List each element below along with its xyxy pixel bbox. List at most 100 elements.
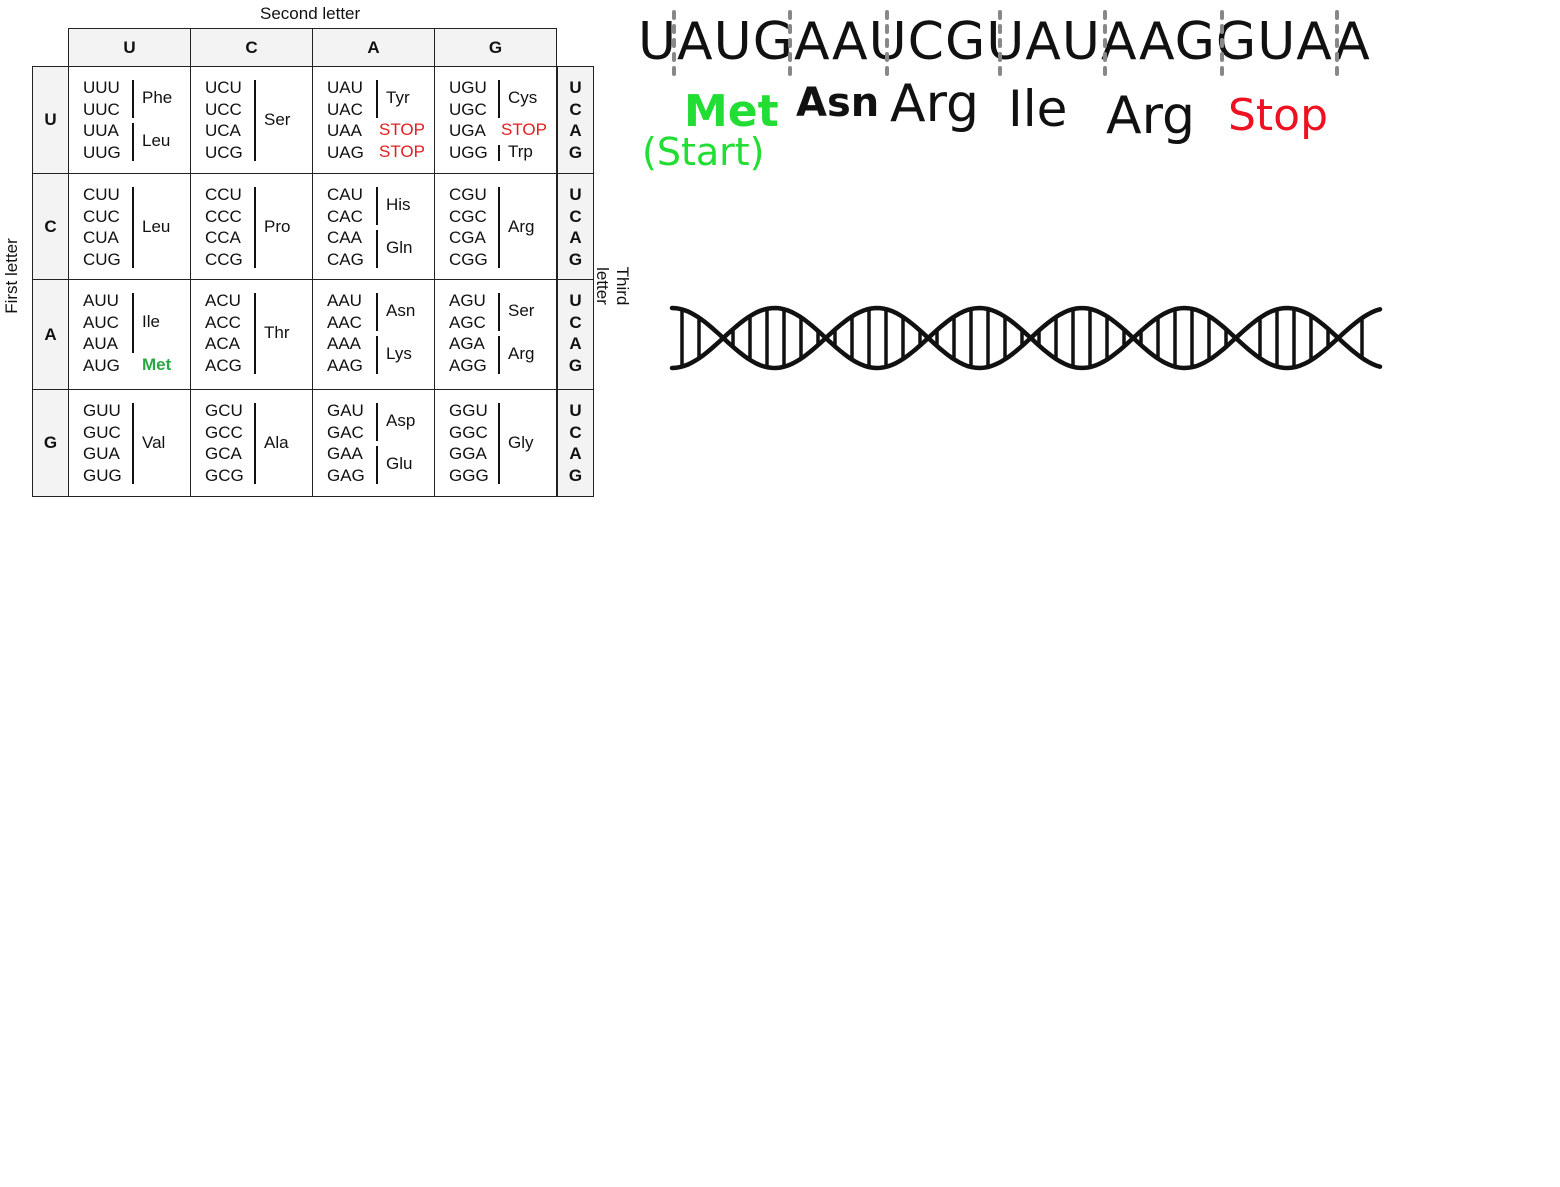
codon: CCC (205, 206, 242, 226)
codon-list: AAU AAC AAA AAG (327, 290, 363, 376)
amino-acid-label: Asp (386, 411, 416, 430)
codon-cell: AGU AGC AGA AGG Ser Arg (434, 279, 557, 390)
codon: CUC (83, 206, 120, 226)
codon: AAG (327, 355, 363, 375)
first-letter-label: First letter (2, 238, 21, 314)
codon-list: CGU CGC CGA CGG (449, 184, 488, 270)
column-header-g: G (434, 28, 557, 67)
row-header-a: A (32, 279, 69, 390)
amino-acid-label: Pro (264, 216, 291, 236)
codon-list: CAU CAC CAA CAG (327, 184, 364, 270)
codon: AUG (83, 355, 120, 375)
group-bracket (498, 293, 500, 331)
codon: AGA (449, 334, 485, 353)
codon-list: UAU UAC UAA UAG (327, 77, 364, 163)
codon: AGU (449, 291, 486, 310)
codon: AGG (449, 355, 487, 375)
codon: CAC (327, 206, 363, 226)
codon: UCC (205, 99, 242, 119)
codon: CGA (449, 228, 486, 247)
codon: GAU (327, 401, 364, 420)
third-letter-c: C (569, 99, 582, 119)
protein-arg-2: Arg (1106, 86, 1196, 146)
codon: UUC (83, 99, 120, 119)
protein-stop: Stop (1228, 90, 1329, 141)
codon: UGC (449, 99, 487, 119)
amino-acid-label: His (386, 195, 411, 214)
third-letter-c: C (569, 312, 582, 332)
amino-acid-label: Lys (386, 344, 412, 363)
codon-list: UGU UGC UGA UGG (449, 77, 488, 163)
codon: CAA (327, 228, 362, 247)
codon: ACU (205, 291, 241, 310)
stop-label: STOP (501, 120, 547, 139)
codon: GAG (327, 465, 365, 485)
group-bracket (376, 80, 378, 118)
group-bracket (376, 230, 378, 268)
codon-cell: AUU AUC AUA AUG Ile Met (68, 279, 191, 390)
codon: GUA (83, 444, 120, 463)
codon-list: AUU AUC AUA AUG (83, 290, 120, 376)
group-bracket (132, 80, 134, 118)
codon: CUG (83, 249, 121, 269)
group-bracket (498, 80, 500, 118)
group-bracket (132, 187, 134, 268)
third-letter-a: A (569, 121, 582, 140)
second-letter-label: Second letter (260, 4, 361, 23)
group-bracket (376, 336, 378, 374)
codon-cell: ACU ACC ACA ACG Thr (190, 279, 313, 390)
third-letter-g: G (568, 465, 583, 485)
third-letter-u: U (569, 291, 582, 310)
group-bracket (376, 403, 378, 441)
codon: UGG (449, 142, 488, 162)
amino-acid-label: Tyr (386, 88, 410, 107)
codon-cell: CGU CGC CGA CGG Arg (434, 173, 557, 280)
codon-cell: GGU GGC GGA GGG Gly (434, 389, 557, 497)
codon-list: CCU CCC CCA CCG (205, 184, 243, 270)
codon-cell: CAU CAC CAA CAG His Gln (312, 173, 435, 280)
codon-cell: GUU GUC GUA GUG Val (68, 389, 191, 497)
amino-acid-label: Arg (508, 344, 535, 363)
codon: AGC (449, 312, 486, 332)
protein-met: Met (684, 86, 779, 137)
mrna-sequence: UAUGAAUCGUAUAAGGUAA (638, 12, 1371, 72)
codon-cell: AAU AAC AAA AAG Asn Lys (312, 279, 435, 390)
codon-list: GUU GUC GUA GUG (83, 400, 122, 486)
third-letter-a: A (569, 228, 582, 247)
group-bracket (254, 403, 256, 484)
group-bracket (254, 80, 256, 161)
group-bracket (376, 446, 378, 484)
codon-list: CUU CUC CUA CUG (83, 184, 121, 270)
codon: GGC (449, 422, 488, 442)
amino-acid-label: Ser (508, 301, 535, 320)
codon: AAC (327, 312, 362, 332)
group-bracket (132, 123, 134, 161)
group-bracket (254, 293, 256, 374)
row-header-g: G (32, 389, 69, 497)
codon-list: GCU GCC GCA GCG (205, 400, 244, 486)
codon-list: ACU ACC ACA ACG (205, 290, 242, 376)
codon-cell: UGU UGC UGA UGG Cys Trp STOP (434, 66, 557, 174)
protein-ile: Ile (1008, 80, 1068, 138)
codon: GCU (205, 401, 243, 420)
codon: UAU (327, 78, 363, 97)
codon: UUG (83, 142, 121, 162)
codon: GCA (205, 444, 242, 463)
codon: GUU (83, 401, 121, 420)
amino-acid-label: Val (142, 432, 166, 452)
codon: ACC (205, 312, 241, 332)
codon: CGC (449, 206, 487, 226)
codon: AUC (83, 312, 119, 332)
codon-list: UUU UUC UUA UUG (83, 77, 121, 163)
group-bracket (132, 293, 134, 353)
third-letter-u: U (569, 401, 582, 420)
amino-acid-label: Asn (386, 301, 416, 320)
third-letter-u: U (569, 78, 582, 97)
protein-asn: Asn (796, 80, 880, 126)
codon: CCA (205, 228, 241, 247)
codon: UAG (327, 142, 364, 162)
amino-acid-label: Ser (264, 109, 291, 129)
